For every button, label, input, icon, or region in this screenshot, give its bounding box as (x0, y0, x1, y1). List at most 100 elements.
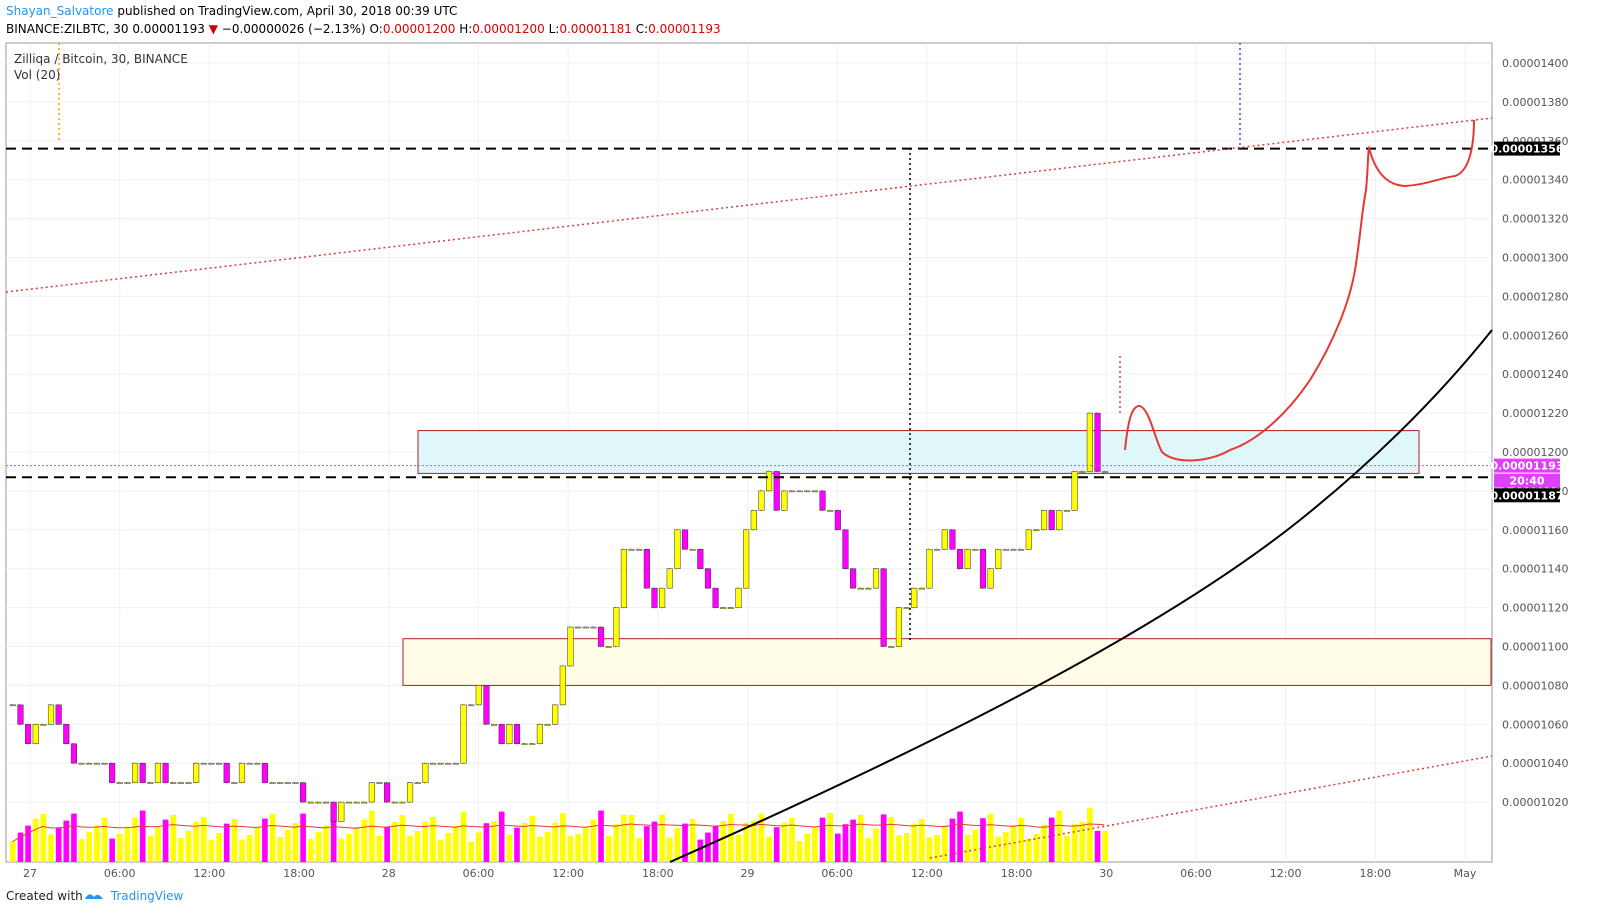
volume-bar (919, 819, 925, 862)
volume-bar (330, 815, 337, 862)
author-link[interactable]: Shayan_Salvatore (6, 4, 114, 18)
candle (154, 762, 162, 783)
volume-bar (71, 813, 77, 862)
support-zone[interactable] (402, 638, 1492, 686)
candle (452, 762, 459, 765)
volume-bar (277, 837, 283, 862)
tradingview-brand[interactable]: TradingView (110, 889, 184, 903)
volume-bar (896, 835, 902, 862)
time-tick-label: 28 (382, 867, 396, 880)
volume-bar (25, 825, 31, 862)
candle (727, 607, 734, 609)
candle (208, 762, 215, 765)
candle (544, 724, 551, 726)
symbol-label: BINANCE:ZILBTC, 30 (6, 22, 129, 36)
volume-bar (162, 819, 169, 862)
candle (261, 762, 268, 783)
candle (1063, 510, 1071, 512)
candle (880, 568, 887, 647)
volume-bar (827, 813, 833, 862)
time-tick-label: 18:00 (642, 867, 674, 880)
ohlc-line: BINANCE:ZILBTC, 30 0.00001193 ▼ −0.00000… (6, 20, 721, 38)
candle (63, 724, 70, 744)
time-axis[interactable]: 27 06:00 12:00 18:00 28 06:00 12:00 18:00 29 06:0… (23, 867, 1477, 880)
volume-bar (835, 833, 841, 862)
upper-trendline[interactable] (5, 117, 1493, 293)
candle (964, 549, 971, 569)
volume-bar (804, 834, 811, 862)
pane-title: Zilliqa / Bitcoin, 30, BINANCE (14, 52, 188, 66)
candle (391, 801, 398, 804)
volume-bar (1056, 810, 1063, 862)
volume-bar (628, 815, 635, 862)
candle (361, 801, 368, 804)
candle (223, 762, 230, 783)
candle (850, 568, 857, 589)
candle (903, 607, 910, 609)
price-labels: 0.00001356 0.00001193 20:400.00001187 (1490, 141, 1564, 503)
candle (758, 490, 765, 511)
volume-bar (178, 838, 184, 862)
low-value: 0.00001181 (559, 22, 632, 36)
volume-bar (743, 822, 749, 862)
candle (1094, 412, 1101, 472)
low-label: L: (548, 22, 560, 36)
volume-bar (957, 811, 963, 862)
volume-bar (292, 823, 299, 862)
volume-bar (10, 842, 16, 862)
volume-bar (185, 831, 192, 862)
volume-bar (1094, 830, 1101, 862)
projection-path[interactable] (1124, 119, 1475, 462)
candles (9, 412, 1109, 823)
volume-bar (338, 838, 345, 862)
lower-trendline[interactable] (929, 755, 1493, 859)
candle (704, 568, 712, 589)
price-label-box (1494, 141, 1560, 156)
volume-bar (758, 813, 765, 862)
candle (620, 549, 627, 608)
volume-bar (552, 822, 558, 862)
candle (804, 490, 811, 493)
volume-bar (147, 836, 154, 862)
volume-bar (689, 819, 696, 862)
candle (513, 724, 521, 744)
volume-bar (1048, 817, 1055, 862)
volume-bar (101, 818, 108, 862)
volume-bar (773, 827, 780, 862)
candle (605, 646, 612, 648)
candle (506, 724, 513, 744)
candle (231, 782, 238, 784)
volume-bar (842, 824, 849, 862)
price-tick-label: 0.00001320 (1502, 213, 1568, 226)
volume-bar (613, 824, 620, 862)
volume-bar (873, 828, 879, 862)
resistance-zone[interactable] (417, 430, 1420, 474)
candle (468, 704, 475, 707)
volume-bar (621, 814, 627, 862)
candle (750, 510, 757, 531)
open-label: O: (369, 22, 383, 36)
candle (1010, 549, 1017, 551)
candle (25, 724, 32, 744)
candle (1048, 510, 1055, 531)
price-axis[interactable]: 0.000014000.000013800.000013600.00001340… (1502, 57, 1568, 809)
volume-bar (32, 818, 39, 862)
price-change: −0.00000026 (−2.13%) (221, 22, 366, 36)
candle (666, 568, 673, 589)
price-label-box (1494, 488, 1560, 503)
candle (399, 801, 406, 804)
candle (422, 762, 429, 783)
volume-bar (384, 826, 390, 862)
time-tick-label: 30 (1099, 867, 1113, 880)
price-tick-label: 0.00001260 (1502, 329, 1568, 342)
parabolic-curve[interactable] (669, 329, 1493, 863)
candle (628, 549, 635, 551)
candle (368, 782, 375, 803)
price-label-text: 0.00001187 (1490, 489, 1563, 502)
volume-bar (55, 827, 62, 862)
chart-header: Shayan_Salvatore published on TradingVie… (6, 2, 721, 38)
volume-bar (139, 810, 146, 862)
price-tick-label: 0.00001220 (1502, 407, 1568, 420)
candle (681, 529, 689, 550)
